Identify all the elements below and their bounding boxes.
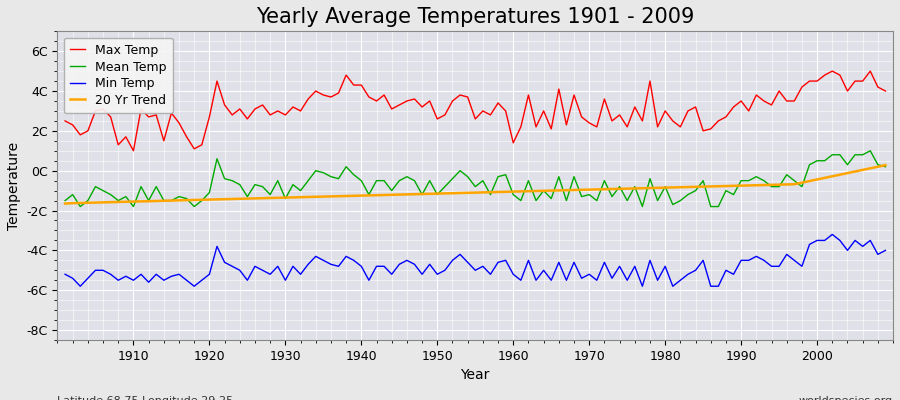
- Min Temp: [880, 248, 891, 253]
- Mean Temp: [75, 204, 86, 209]
- Mean Temp: [865, 148, 876, 153]
- 20 Yr Trend: [288, 195, 299, 200]
- Min Temp: [827, 232, 838, 237]
- Max Temp: [827, 69, 838, 74]
- Mean Temp: [59, 198, 70, 203]
- Min Temp: [75, 284, 86, 289]
- Mean Temp: [128, 204, 139, 209]
- 20 Yr Trend: [333, 194, 344, 198]
- 20 Yr Trend: [59, 201, 70, 206]
- Max Temp: [516, 124, 526, 129]
- Line: Max Temp: Max Temp: [65, 71, 886, 151]
- Min Temp: [607, 276, 617, 281]
- Min Temp: [508, 272, 518, 277]
- Max Temp: [295, 108, 306, 113]
- Min Temp: [128, 278, 139, 283]
- Line: 20 Yr Trend: 20 Yr Trend: [65, 165, 886, 204]
- Max Temp: [508, 140, 518, 145]
- Legend: Max Temp, Mean Temp, Min Temp, 20 Yr Trend: Max Temp, Mean Temp, Min Temp, 20 Yr Tre…: [64, 38, 173, 113]
- 20 Yr Trend: [508, 189, 518, 194]
- Max Temp: [128, 148, 139, 153]
- Max Temp: [121, 134, 131, 139]
- Max Temp: [607, 118, 617, 123]
- Y-axis label: Temperature: Temperature: [7, 142, 21, 230]
- 20 Yr Trend: [880, 163, 891, 168]
- Mean Temp: [295, 188, 306, 193]
- 20 Yr Trend: [121, 199, 131, 204]
- Line: Mean Temp: Mean Temp: [65, 151, 886, 206]
- Min Temp: [516, 278, 526, 283]
- Title: Yearly Average Temperatures 1901 - 2009: Yearly Average Temperatures 1901 - 2009: [256, 7, 695, 27]
- Min Temp: [59, 272, 70, 277]
- 20 Yr Trend: [599, 187, 610, 192]
- 20 Yr Trend: [500, 190, 511, 194]
- Mean Temp: [880, 164, 891, 169]
- Mean Temp: [341, 164, 352, 169]
- Max Temp: [59, 118, 70, 123]
- Mean Temp: [508, 192, 518, 197]
- Min Temp: [295, 272, 306, 277]
- Mean Temp: [516, 198, 526, 203]
- X-axis label: Year: Year: [461, 368, 490, 382]
- Mean Temp: [607, 194, 617, 199]
- Line: Min Temp: Min Temp: [65, 234, 886, 286]
- Text: worldspecies.org: worldspecies.org: [799, 396, 893, 400]
- Max Temp: [341, 73, 352, 78]
- Max Temp: [880, 89, 891, 94]
- Min Temp: [341, 254, 352, 259]
- Text: Latitude 68.75 Longitude 29.25: Latitude 68.75 Longitude 29.25: [58, 396, 234, 400]
